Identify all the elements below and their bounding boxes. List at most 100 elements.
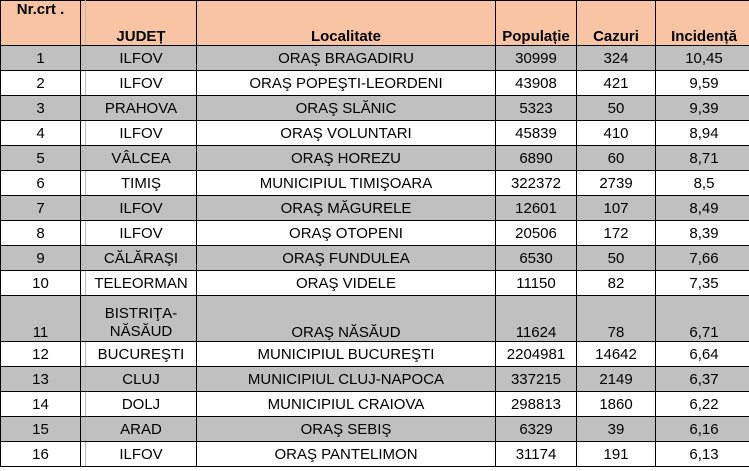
cell-populatie: 45839: [495, 120, 577, 146]
cell-judet: DOLJ: [85, 391, 197, 417]
cell-incidenta: 6,13: [655, 441, 749, 467]
cell-cazuri: 172: [576, 220, 656, 246]
table-row: 6 TIMIŞ MUNICIPIUL TIMIŞOARA 322372 2739 8,5: [0, 170, 749, 196]
cell-nr: 6: [0, 170, 81, 196]
cell-cazuri: 78: [576, 295, 656, 342]
cell-populatie: 30999: [495, 45, 577, 71]
header-localitate: Localitate: [196, 0, 496, 46]
table-row: 16 ILFOV ORAŞ PANTELIMON 31174 191 6,13: [0, 441, 749, 467]
cell-populatie: 298813: [495, 391, 577, 417]
cell-judet: ARAD: [85, 416, 197, 442]
cell-populatie: 322372: [495, 170, 577, 196]
cell-nr: 7: [0, 195, 81, 221]
table-row: 2 ILFOV ORAŞ POPEŞTI-LEORDENI 43908 421 9,59: [0, 70, 749, 96]
cell-cazuri: 60: [576, 145, 656, 171]
cell-judet: BISTRIŢA-NĂSĂUD: [85, 295, 197, 342]
cell-judet: CĂLĂRAŞI: [85, 245, 197, 271]
cell-nr: 13: [0, 366, 81, 392]
table-row: 7 ILFOV ORAŞ MĂGURELE 12601 107 8,49: [0, 195, 749, 221]
cell-localitate: ORAŞ PANTELIMON: [196, 441, 496, 467]
cell-cazuri: 2739: [576, 170, 656, 196]
cell-populatie: 6890: [495, 145, 577, 171]
header-nr: Nr.crt .: [0, 0, 81, 46]
cell-nr: 3: [0, 95, 81, 121]
cell-localitate: ORAŞ SEBIŞ: [196, 416, 496, 442]
cell-incidenta: 6,22: [655, 391, 749, 417]
cell-nr: 16: [0, 441, 81, 467]
cell-judet: VÂLCEA: [85, 145, 197, 171]
cell-incidenta: 6,64: [655, 341, 749, 367]
cell-judet: ILFOV: [85, 120, 197, 146]
cell-populatie: 20506: [495, 220, 577, 246]
table-row: 3 PRAHOVA ORAŞ SLĂNIC 5323 50 9,39: [0, 95, 749, 121]
table-row: 11 BISTRIŢA-NĂSĂUD ORAŞ NĂSĂUD 11624 78 6,71: [0, 295, 749, 342]
cell-cazuri: 50: [576, 245, 656, 271]
header-populatie: Populație: [495, 0, 577, 46]
table-row: 13 CLUJ MUNICIPIUL CLUJ-NAPOCA 337215 2149 6,…: [0, 366, 749, 392]
cell-localitate: ORAŞ POPEŞTI-LEORDENI: [196, 70, 496, 96]
cell-judet: ILFOV: [85, 220, 197, 246]
cell-populatie: 6329: [495, 416, 577, 442]
cell-localitate: ORAŞ FUNDULEA: [196, 245, 496, 271]
table-row: 12 BUCUREŞTI MUNICIPIUL BUCUREŞTI 2204981 14…: [0, 341, 749, 367]
cell-localitate: MUNICIPIUL CLUJ-NAPOCA: [196, 366, 496, 392]
cell-judet: ILFOV: [85, 70, 197, 96]
cell-populatie: 6530: [495, 245, 577, 271]
cell-populatie: 11150: [495, 270, 577, 296]
cell-incidenta: 8,71: [655, 145, 749, 171]
cell-cazuri: 82: [576, 270, 656, 296]
cell-localitate: MUNICIPIUL BUCUREŞTI: [196, 341, 496, 367]
cell-judet: BUCUREŞTI: [85, 341, 197, 367]
table-row: 9 CĂLĂRAŞI ORAŞ FUNDULEA 6530 50 7,66: [0, 245, 749, 271]
cell-judet: CLUJ: [85, 366, 197, 392]
cell-nr: 1: [0, 45, 81, 71]
cell-nr: 10: [0, 270, 81, 296]
cell-judet: ILFOV: [85, 195, 197, 221]
cell-cazuri: 410: [576, 120, 656, 146]
cell-populatie: 2204981: [495, 341, 577, 367]
cell-judet: TIMIŞ: [85, 170, 197, 196]
header-cazuri: Cazuri: [576, 0, 656, 46]
cell-nr: 9: [0, 245, 81, 271]
table-row: 14 DOLJ MUNICIPIUL CRAIOVA 298813 1860 6,22: [0, 391, 749, 417]
cell-populatie: 5323: [495, 95, 577, 121]
cell-incidenta: 10,45: [655, 45, 749, 71]
cell-cazuri: 50: [576, 95, 656, 121]
cell-nr: 8: [0, 220, 81, 246]
cell-populatie: 12601: [495, 195, 577, 221]
cell-incidenta: 8,94: [655, 120, 749, 146]
cell-gap: [80, 441, 86, 467]
cell-incidenta: 9,39: [655, 95, 749, 121]
table-row: 1 ILFOV ORAŞ BRAGADIRU 30999 324 10,45: [0, 45, 749, 71]
cell-localitate: ORAŞ BRAGADIRU: [196, 45, 496, 71]
cell-populatie: 43908: [495, 70, 577, 96]
cell-judet: ILFOV: [85, 441, 197, 467]
cell-incidenta: 6,71: [655, 295, 749, 342]
cell-nr: 15: [0, 416, 81, 442]
cell-judet: ILFOV: [85, 45, 197, 71]
table-row: 10 TELEORMAN ORAŞ VIDELE 11150 82 7,35: [0, 270, 749, 296]
cell-incidenta: 7,66: [655, 245, 749, 271]
cell-populatie: 31174: [495, 441, 577, 467]
cell-localitate: ORAŞ MĂGURELE: [196, 195, 496, 221]
cell-cazuri: 39: [576, 416, 656, 442]
cell-localitate: ORAŞ VOLUNTARI: [196, 120, 496, 146]
cell-nr: 2: [0, 70, 81, 96]
header-judet: JUDEȚ: [85, 0, 197, 46]
cell-nr: 12: [0, 341, 81, 367]
table-row: 4 ILFOV ORAŞ VOLUNTARI 45839 410 8,94: [0, 120, 749, 146]
cell-localitate: ORAŞ NĂSĂUD: [196, 295, 496, 342]
cell-incidenta: 6,37: [655, 366, 749, 392]
cell-incidenta: 7,35: [655, 270, 749, 296]
cell-nr: 5: [0, 145, 81, 171]
cell-cazuri: 107: [576, 195, 656, 221]
cell-incidenta: 9,59: [655, 70, 749, 96]
cell-incidenta: 8,39: [655, 220, 749, 246]
cell-cazuri: 1860: [576, 391, 656, 417]
cell-nr: 14: [0, 391, 81, 417]
cell-cazuri: 324: [576, 45, 656, 71]
cell-localitate: MUNICIPIUL TIMIŞOARA: [196, 170, 496, 196]
cell-populatie: 337215: [495, 366, 577, 392]
table-row: 5 VÂLCEA ORAŞ HOREZU 6890 60 8,71: [0, 145, 749, 171]
cell-localitate: MUNICIPIUL CRAIOVA: [196, 391, 496, 417]
